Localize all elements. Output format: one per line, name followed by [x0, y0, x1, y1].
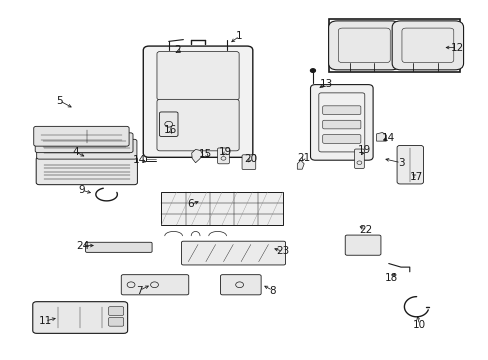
- Polygon shape: [191, 149, 203, 163]
- Text: 14: 14: [132, 155, 146, 165]
- Text: 13: 13: [319, 78, 333, 89]
- Text: 19: 19: [219, 147, 232, 157]
- FancyBboxPatch shape: [328, 21, 399, 70]
- Text: 16: 16: [163, 125, 177, 135]
- Text: 5: 5: [56, 96, 63, 106]
- FancyBboxPatch shape: [34, 126, 129, 146]
- Text: 9: 9: [78, 185, 85, 195]
- FancyBboxPatch shape: [35, 133, 133, 153]
- FancyBboxPatch shape: [391, 21, 463, 70]
- FancyBboxPatch shape: [85, 242, 152, 252]
- Text: 3: 3: [397, 158, 404, 168]
- Text: 17: 17: [409, 172, 423, 182]
- Polygon shape: [376, 132, 386, 141]
- FancyBboxPatch shape: [33, 302, 127, 333]
- FancyBboxPatch shape: [108, 307, 123, 315]
- FancyBboxPatch shape: [157, 51, 239, 100]
- Text: 8: 8: [269, 285, 276, 296]
- Text: 2: 2: [174, 45, 181, 55]
- FancyBboxPatch shape: [157, 99, 239, 151]
- FancyBboxPatch shape: [159, 112, 178, 136]
- FancyBboxPatch shape: [322, 106, 360, 114]
- Text: 7: 7: [136, 285, 142, 296]
- FancyBboxPatch shape: [217, 148, 229, 164]
- Text: 19: 19: [357, 145, 370, 156]
- Text: 20: 20: [244, 154, 256, 164]
- Circle shape: [310, 69, 315, 72]
- Polygon shape: [297, 160, 304, 169]
- FancyBboxPatch shape: [181, 241, 285, 265]
- Text: 24: 24: [76, 240, 90, 251]
- Text: 10: 10: [412, 320, 425, 330]
- FancyBboxPatch shape: [108, 318, 123, 326]
- FancyBboxPatch shape: [354, 149, 364, 168]
- FancyBboxPatch shape: [242, 155, 255, 170]
- FancyBboxPatch shape: [310, 85, 372, 160]
- Text: 15: 15: [198, 149, 212, 159]
- FancyBboxPatch shape: [345, 235, 380, 255]
- FancyBboxPatch shape: [396, 145, 423, 184]
- Text: 12: 12: [449, 42, 463, 53]
- Text: 1: 1: [236, 31, 243, 41]
- Text: 4: 4: [72, 147, 79, 157]
- FancyBboxPatch shape: [220, 275, 261, 295]
- FancyBboxPatch shape: [143, 46, 252, 157]
- Text: 11: 11: [38, 316, 52, 326]
- FancyBboxPatch shape: [36, 157, 137, 185]
- Text: 21: 21: [297, 153, 310, 163]
- Text: 22: 22: [358, 225, 372, 235]
- FancyBboxPatch shape: [37, 139, 137, 159]
- Bar: [161, 192, 282, 225]
- Text: 23: 23: [275, 246, 289, 256]
- FancyBboxPatch shape: [322, 135, 360, 143]
- FancyBboxPatch shape: [121, 275, 188, 295]
- Text: 14: 14: [381, 132, 395, 143]
- FancyBboxPatch shape: [322, 120, 360, 129]
- Bar: [328, 19, 459, 72]
- Text: 6: 6: [187, 199, 194, 210]
- Text: 18: 18: [384, 273, 397, 283]
